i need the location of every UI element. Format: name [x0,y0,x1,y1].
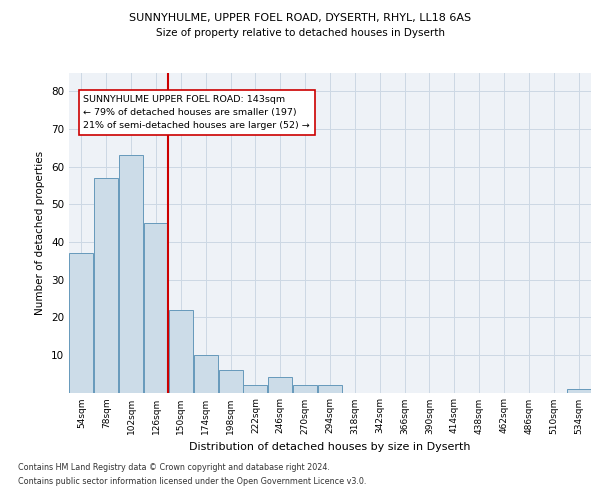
Text: SUNNYHULME UPPER FOEL ROAD: 143sqm
← 79% of detached houses are smaller (197)
21: SUNNYHULME UPPER FOEL ROAD: 143sqm ← 79%… [83,95,310,130]
Bar [70,253,94,392]
Bar [119,156,143,392]
Bar [218,370,242,392]
Text: Contains public sector information licensed under the Open Government Licence v3: Contains public sector information licen… [18,478,367,486]
Bar [144,223,168,392]
Bar [169,310,193,392]
Text: Size of property relative to detached houses in Dyserth: Size of property relative to detached ho… [155,28,445,38]
Bar [268,378,292,392]
Bar [94,178,118,392]
Text: Contains HM Land Registry data © Crown copyright and database right 2024.: Contains HM Land Registry data © Crown c… [18,462,330,471]
Y-axis label: Number of detached properties: Number of detached properties [35,150,46,314]
Bar [566,388,590,392]
X-axis label: Distribution of detached houses by size in Dyserth: Distribution of detached houses by size … [189,442,471,452]
Bar [244,385,268,392]
Bar [318,385,342,392]
Bar [293,385,317,392]
Text: SUNNYHULME, UPPER FOEL ROAD, DYSERTH, RHYL, LL18 6AS: SUNNYHULME, UPPER FOEL ROAD, DYSERTH, RH… [129,12,471,22]
Bar [194,355,218,393]
